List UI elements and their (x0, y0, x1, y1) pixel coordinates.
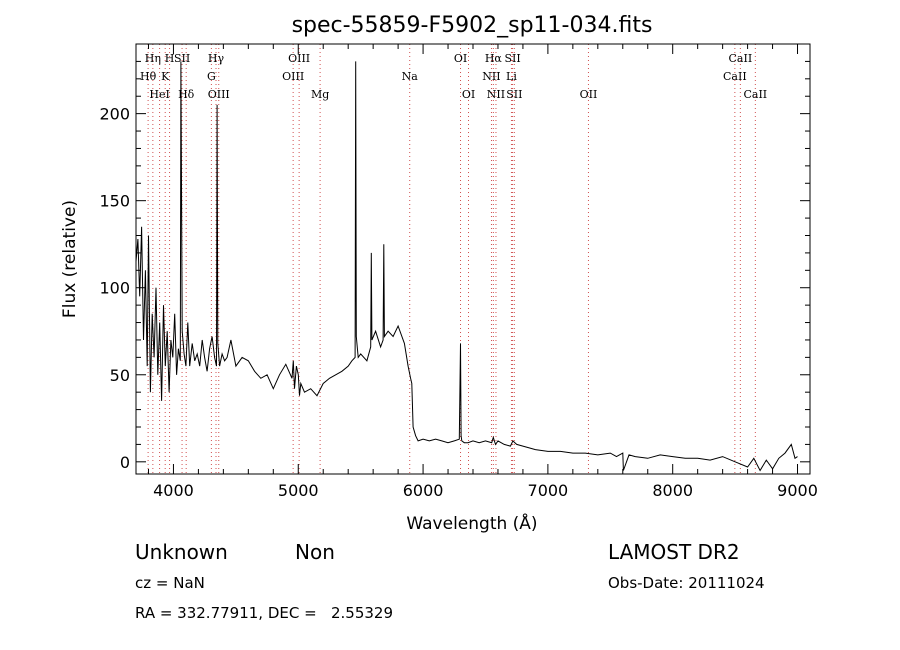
x-tick-label: 6000 (403, 481, 444, 500)
spectral-class: Unknown (135, 540, 228, 564)
line-label: SII (506, 88, 522, 101)
line-label: OI (462, 88, 475, 101)
x-tick-label: 5000 (278, 481, 319, 500)
plot-frame (135, 43, 811, 475)
line-label: Na (402, 70, 419, 83)
y-tick-label: 200 (99, 105, 130, 124)
line-label: Hθ (140, 70, 157, 83)
line-label: NII (482, 70, 500, 83)
line-markers (147, 44, 756, 474)
line-label: Hη (145, 52, 161, 65)
x-axis-label: Wavelength (Å) (406, 512, 537, 534)
ra-dec: RA = 332.77911, DEC = 2.55329 (135, 604, 394, 622)
y-tick-label: 150 (99, 192, 130, 211)
line-label: NII (487, 88, 505, 101)
obs-date: Obs-Date: 20111024 (608, 574, 765, 592)
line-label: HeI (149, 88, 169, 101)
line-label: K (161, 70, 170, 83)
survey-name: LAMOST DR2 (608, 540, 740, 564)
line-label: G (207, 70, 216, 83)
line-label: CaII (729, 52, 753, 65)
line-label: CaII (743, 88, 767, 101)
line-label: OII (580, 88, 598, 101)
line-label: OI (454, 52, 467, 65)
y-axis-label: Flux (relative) (60, 200, 80, 318)
line-label: H (165, 52, 175, 65)
x-tick-label: 7000 (528, 481, 569, 500)
line-label: SII (504, 52, 520, 65)
line-label: Hδ (178, 88, 195, 101)
spectral-subclass: Non (295, 540, 335, 564)
line-label: OIII (282, 70, 304, 83)
spectrum-series (135, 61, 798, 472)
y-tick-label: 0 (120, 453, 130, 472)
x-tick-label: 9000 (777, 481, 818, 500)
line-label: OIII (288, 52, 310, 65)
line-label: CaII (723, 70, 747, 83)
axes: 4000 5000 6000 7000 8000 9000 0 50 100 150 200 (99, 43, 818, 500)
line-label: SII (174, 52, 190, 65)
x-tick-label: 8000 (652, 481, 693, 500)
line-label: OIII (208, 88, 230, 101)
x-tick-label: 4000 (153, 481, 194, 500)
cz-value: cz = NaN (135, 574, 205, 592)
line-label: Li (506, 70, 517, 83)
spectrum-line (135, 61, 798, 472)
y-tick-label: 50 (110, 366, 130, 385)
chart-title: spec-55859-F5902_sp11-034.fits (292, 13, 653, 38)
line-label: Hα (485, 52, 503, 65)
line-label: Hγ (208, 52, 225, 65)
y-tick-label: 100 (99, 279, 130, 298)
line-label: Mg (311, 88, 329, 101)
